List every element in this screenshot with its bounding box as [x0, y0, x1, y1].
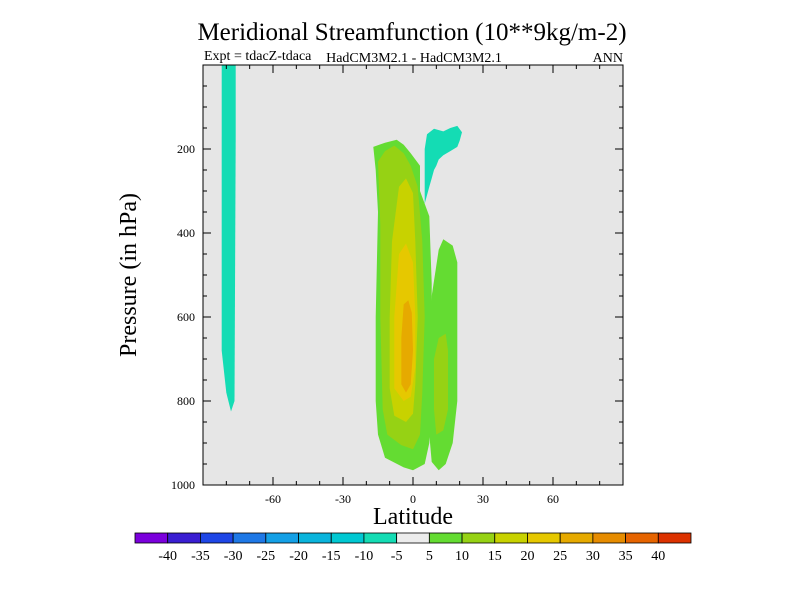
y-tick-label: 400	[177, 226, 195, 240]
colorbar-swatch	[134, 532, 169, 544]
colorbar-label: 15	[488, 549, 502, 564]
colorbar-label: 40	[651, 549, 665, 564]
subtitle-models: HadCM3M2.1 - HadCM3M2.1	[326, 51, 502, 66]
colorbar-label: -25	[256, 549, 275, 564]
colorbar-label: 25	[553, 549, 567, 564]
contour-cell-neg-left	[221, 65, 236, 412]
colorbar-swatch	[232, 532, 267, 544]
axis-ticks: -60 -30 0 30 60 200 400 600 800 1000	[171, 65, 624, 506]
colorbar-swatch	[527, 532, 561, 544]
colorbar-label: 30	[586, 549, 600, 564]
x-tick-label: 60	[547, 492, 559, 506]
subtitle-season: ANN	[593, 51, 623, 66]
colorbar-label: 10	[455, 549, 469, 564]
colorbar-swatch	[330, 532, 365, 544]
colorbar-swatch	[559, 532, 594, 544]
colorbar-swatch	[167, 532, 201, 544]
chart-title: Meridional Streamfunction (10**9kg/m-2)	[197, 19, 626, 46]
colorbar-swatch	[298, 532, 332, 544]
y-tick-label: 1000	[171, 478, 195, 492]
y-axis-label: Pressure (in hPa)	[116, 193, 142, 357]
x-tick-label: 0	[410, 492, 416, 506]
contour-cell-pos-upper-right	[424, 125, 462, 204]
contour-cell-pos-second-10	[434, 333, 448, 435]
colorbar-label: 20	[520, 549, 534, 564]
colorbar-swatch	[592, 532, 626, 544]
colorbar-swatch	[265, 532, 299, 544]
y-tick-label: 600	[177, 310, 195, 324]
colorbar-label: -30	[224, 549, 243, 564]
colorbar-swatch	[625, 532, 659, 544]
contour-regions	[221, 65, 462, 471]
colorbar-swatch	[363, 532, 398, 544]
colorbar-label: -5	[391, 549, 403, 564]
colorbar-swatch	[461, 532, 496, 544]
colorbar-label: -40	[158, 549, 177, 564]
plot-frame	[202, 64, 624, 486]
colorbar-swatch	[494, 532, 528, 544]
colorbar-label: -20	[289, 549, 308, 564]
colorbar-label: 35	[619, 549, 633, 564]
colorbar-swatch	[428, 532, 463, 544]
colorbar-label: -35	[191, 549, 210, 564]
x-tick-label: -30	[335, 492, 351, 506]
y-tick-label: 200	[177, 142, 195, 156]
colorbar: -40 -35 -30 -25 -20 -15 -10 -5 5 10 15 20 25 30 35 40	[134, 532, 692, 564]
x-tick-label: -60	[265, 492, 281, 506]
x-axis-label: Latitude	[373, 504, 453, 530]
x-tick-label: 30	[477, 492, 489, 506]
colorbar-label: -10	[355, 549, 374, 564]
subtitle-experiment: Expt = tdacZ-tdaca	[204, 49, 312, 64]
colorbar-label: -15	[322, 549, 341, 564]
colorbar-swatch	[657, 532, 692, 544]
contour-cell-pos-main-25	[401, 300, 413, 393]
colorbar-swatch	[200, 532, 234, 544]
y-tick-label: 800	[177, 394, 195, 408]
colorbar-label: 5	[426, 549, 433, 564]
colorbar-swatch	[396, 532, 430, 544]
